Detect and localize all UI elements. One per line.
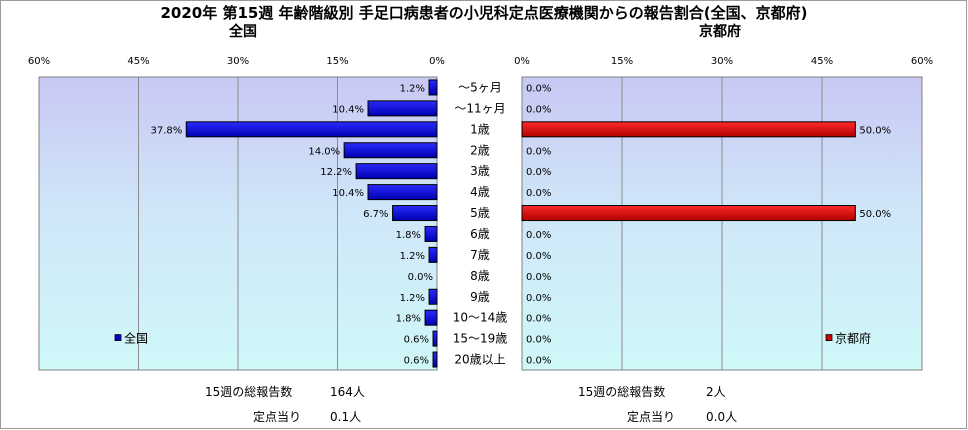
- tick-label-national: 60%: [28, 56, 50, 67]
- value-label-kyoto: 50.0%: [859, 125, 891, 136]
- footer-kyoto-total-value: 2人: [706, 385, 726, 399]
- value-label-national: 6.7%: [363, 209, 388, 220]
- value-label-national: 0.0%: [408, 272, 433, 283]
- tick-label-national: 0%: [429, 56, 445, 67]
- value-label-kyoto: 0.0%: [526, 167, 551, 178]
- bar-national: [429, 247, 437, 262]
- bar-national: [425, 226, 437, 241]
- bar-national: [425, 310, 437, 325]
- value-label-national: 1.8%: [396, 230, 421, 241]
- bar-national: [433, 331, 437, 346]
- value-label-kyoto: 0.0%: [526, 356, 551, 367]
- bar-national: [393, 206, 437, 221]
- bar-kyoto: [522, 122, 855, 137]
- category-label: 5歳: [470, 206, 490, 220]
- tick-label-kyoto: 60%: [911, 56, 933, 67]
- value-label-kyoto: 0.0%: [526, 83, 551, 94]
- value-label-national: 1.2%: [400, 251, 425, 262]
- value-label-national: 10.4%: [332, 188, 364, 199]
- value-label-kyoto: 0.0%: [526, 146, 551, 157]
- value-label-kyoto: 0.0%: [526, 272, 551, 283]
- category-label: 1歳: [470, 122, 490, 136]
- value-label-national: 12.2%: [320, 167, 352, 178]
- legend-swatch-kyoto: [826, 335, 832, 341]
- value-label-kyoto: 0.0%: [526, 251, 551, 262]
- category-label: 3歳: [470, 164, 490, 178]
- bar-national: [429, 289, 437, 304]
- category-label: 2歳: [470, 143, 490, 157]
- value-label-national: 14.0%: [308, 146, 340, 157]
- panel-title-kyoto: 京都府: [699, 23, 741, 40]
- value-label-national: 1.8%: [396, 314, 421, 325]
- category-label: 4歳: [470, 185, 490, 199]
- tick-label-kyoto: 45%: [811, 56, 833, 67]
- footer-kyoto-total-label: 15週の総報告数: [578, 384, 665, 399]
- bar-national: [344, 143, 437, 158]
- panel-title-national: 全国: [228, 23, 257, 40]
- value-label-kyoto: 0.0%: [526, 230, 551, 241]
- bar-national: [186, 122, 437, 137]
- bar-national: [433, 352, 437, 367]
- value-label-national: 10.4%: [332, 104, 364, 115]
- category-label: 10～14歳: [453, 311, 508, 325]
- footer-national-per-value: 0.1人: [330, 410, 361, 424]
- legend-swatch-national: [115, 335, 121, 341]
- value-label-kyoto: 0.0%: [526, 188, 551, 199]
- value-label-kyoto: 0.0%: [526, 293, 551, 304]
- category-label: ～5ヶ月: [458, 80, 502, 94]
- category-label: 8歳: [470, 269, 490, 283]
- panel-national: 60% 45% 30% 15% 0% 1.2% 10.4% 37.8% 14.0% 12.2% 10…: [28, 56, 445, 370]
- value-label-kyoto: 0.0%: [526, 104, 551, 115]
- value-label-kyoto: 50.0%: [859, 209, 891, 220]
- footer-kyoto-per-label: 定点当り: [627, 409, 675, 424]
- category-label: ～11ヶ月: [454, 101, 505, 115]
- footer-national-per-label: 定点当り: [253, 409, 301, 424]
- value-label-national: 1.2%: [400, 83, 425, 94]
- bar-kyoto: [522, 206, 855, 221]
- category-label: 15～19歳: [453, 332, 508, 346]
- tick-label-national: 15%: [326, 56, 348, 67]
- value-label-kyoto: 0.0%: [526, 335, 551, 346]
- tick-label-national: 30%: [227, 56, 249, 67]
- category-label: 20歳以上: [454, 353, 505, 367]
- chart-title: 2020年 第15週 年齢階級別 手足口病患者の小児科定点医療機関からの報告割合…: [160, 4, 807, 22]
- bar-national: [368, 101, 437, 116]
- footer-national-total-label: 15週の総報告数: [205, 384, 292, 399]
- tick-label-kyoto: 0%: [514, 56, 530, 67]
- bar-national: [356, 164, 437, 179]
- tick-label-kyoto: 15%: [611, 56, 633, 67]
- bar-national: [429, 80, 437, 95]
- tick-label-kyoto: 30%: [711, 56, 733, 67]
- legend-label-national: 全国: [124, 331, 148, 346]
- value-label-national: 0.6%: [404, 335, 429, 346]
- value-label-national: 1.2%: [400, 293, 425, 304]
- legend-label-kyoto: 京都府: [835, 331, 871, 346]
- footer-national-total-value: 164人: [330, 385, 365, 399]
- value-label-national: 0.6%: [404, 356, 429, 367]
- tick-label-national: 45%: [127, 56, 149, 67]
- value-label-national: 37.8%: [150, 125, 182, 136]
- bar-national: [368, 185, 437, 200]
- footer-kyoto-per-value: 0.0人: [706, 410, 737, 424]
- category-label: 9歳: [470, 290, 490, 304]
- category-label: 6歳: [470, 227, 490, 241]
- value-label-kyoto: 0.0%: [526, 314, 551, 325]
- category-label: 7歳: [470, 248, 490, 262]
- panel-kyoto: 0% 15% 30% 45% 60% 0.0% 0.0% 50.0% 0.0% 0.0% 0.0% 5…: [514, 56, 933, 370]
